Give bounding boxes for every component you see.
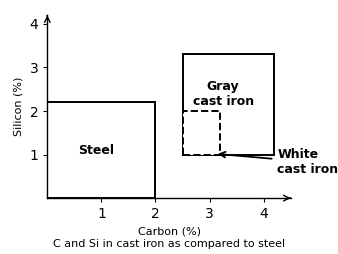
Y-axis label: Silicon (%): Silicon (%) xyxy=(14,77,24,136)
Text: Steel: Steel xyxy=(78,144,114,157)
Bar xyxy=(183,54,274,155)
Text: C and Si in cast iron as compared to steel: C and Si in cast iron as compared to ste… xyxy=(53,239,285,249)
Bar xyxy=(47,102,155,198)
X-axis label: Carbon (%): Carbon (%) xyxy=(138,227,200,237)
Text: Gray
cast iron: Gray cast iron xyxy=(193,80,254,108)
Text: White
cast iron: White cast iron xyxy=(277,148,338,177)
Bar xyxy=(183,111,220,155)
